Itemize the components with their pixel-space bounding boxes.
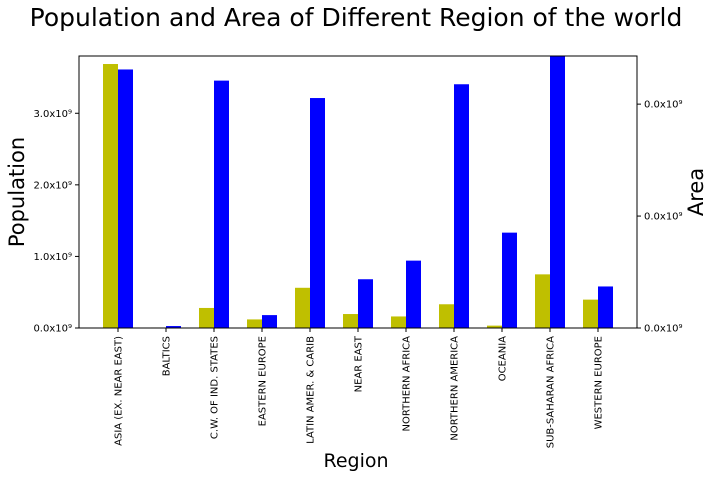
bars-layer <box>103 55 613 328</box>
bar-population-asia-ex-near-east <box>103 64 118 328</box>
bar-population-western-europe <box>583 299 598 328</box>
bar-area-c-w-of-ind-states <box>214 80 229 328</box>
left-tick-label: 1.0x10⁹ <box>33 252 72 263</box>
bar-area-western-europe <box>598 286 613 328</box>
right-tick-label: 0.0x10⁹ <box>644 324 683 335</box>
bar-area-baltics <box>166 326 181 328</box>
bar-population-near-east <box>343 314 358 328</box>
x-tick-label: ASIA (EX. NEAR EAST) <box>114 336 125 446</box>
x-tick-label: SUB-SAHARAN AFRICA <box>546 336 557 448</box>
bar-area-oceania <box>502 232 517 328</box>
bar-population-northern-america <box>439 304 454 328</box>
bar-area-sub-saharan-africa <box>550 55 565 328</box>
bar-area-asia-ex-near-east <box>118 69 133 328</box>
x-tick-label: LATIN AMER. & CARIB <box>306 336 317 444</box>
bar-population-c-w-of-ind-states <box>199 307 214 328</box>
bar-population-oceania <box>487 325 502 328</box>
y-axis-label-right: Area <box>684 168 708 216</box>
x-tick-label: BALTICS <box>162 336 173 376</box>
bar-population-northern-africa <box>391 316 406 328</box>
y-axis-label-left: Population <box>5 137 29 247</box>
x-tick-label: EASTERN EUROPE <box>258 336 269 426</box>
x-tick-label: OCEANIA <box>498 336 509 381</box>
bar-area-near-east <box>358 279 373 328</box>
x-axis: ASIA (EX. NEAR EAST) BALTICS C.W. OF IND. … <box>114 328 605 448</box>
bar-population-eastern-europe <box>247 319 262 328</box>
bar-area-eastern-europe <box>262 315 277 328</box>
bar-area-latin-amer-carib <box>310 98 325 328</box>
x-tick-label: NEAR EAST <box>354 335 365 392</box>
right-tick-label: 0.0x10⁹ <box>644 100 683 111</box>
x-tick-label: NORTHERN AMERICA <box>450 336 461 441</box>
left-axis: 0.0x10⁹ 1.0x10⁹ 2.0x10⁹ 3.0x10⁹ <box>33 109 79 335</box>
left-tick-label: 3.0x10⁹ <box>33 109 72 120</box>
left-tick-label: 0.0x10⁹ <box>33 324 72 335</box>
bar-population-latin-amer-carib <box>295 287 310 328</box>
x-tick-label: WESTERN EUROPE <box>594 336 605 429</box>
x-tick-label: NORTHERN AFRICA <box>402 336 413 432</box>
left-tick-label: 2.0x10⁹ <box>33 180 72 191</box>
right-axis: 0.0x10⁹ 0.0x10⁹ 0.0x10⁹ <box>637 100 683 335</box>
x-tick-label: C.W. OF IND. STATES <box>210 336 221 439</box>
bar-area-northern-america <box>454 84 469 328</box>
bar-area-northern-africa <box>406 260 421 328</box>
bar-population-sub-saharan-africa <box>535 274 550 328</box>
right-tick-label: 0.0x10⁹ <box>644 212 683 223</box>
x-axis-label: Region <box>323 450 388 472</box>
chart-title: Population and Area of Different Region … <box>30 3 683 32</box>
